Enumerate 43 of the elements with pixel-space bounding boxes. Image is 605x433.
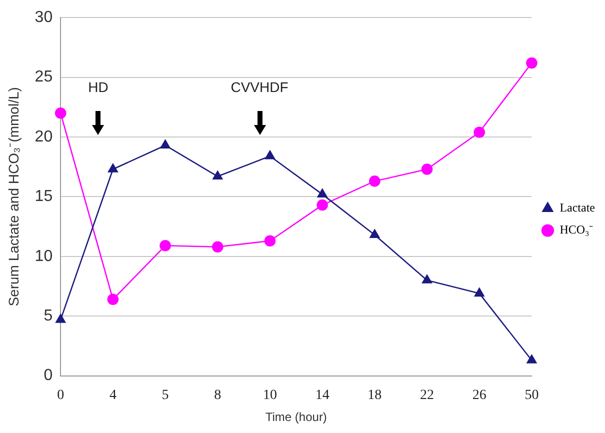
x-tick-label: 10 — [262, 388, 277, 403]
legend-label: HCO₃⁻ — [560, 222, 594, 237]
point — [422, 274, 432, 284]
point — [56, 314, 66, 323]
y-tick-label: 25 — [34, 68, 53, 86]
x-tick-label: 22 — [420, 388, 434, 403]
point — [317, 188, 328, 198]
point — [212, 170, 223, 180]
annotation: CVVHDF — [230, 79, 288, 96]
y-tick-label: 0 — [44, 367, 53, 384]
point — [421, 164, 433, 175]
x-tick-label: 8 — [214, 388, 222, 403]
y-tick-label: 5 — [44, 308, 53, 325]
point — [212, 241, 224, 252]
point — [264, 235, 276, 247]
point — [160, 140, 170, 149]
y-tick-label: 20 — [34, 128, 53, 146]
y-tick-label: 15 — [34, 188, 53, 206]
x-tick-label: 50 — [524, 388, 539, 403]
annotation: HD — [88, 79, 108, 96]
point — [526, 354, 537, 364]
x-tick-label: 5 — [162, 388, 169, 403]
point — [160, 240, 171, 252]
point — [474, 126, 486, 138]
point — [474, 288, 484, 297]
x-axis-title: Time (hour) — [265, 410, 327, 424]
point — [370, 229, 380, 238]
point — [54, 107, 66, 119]
x-tick-label: 26 — [472, 388, 486, 403]
point — [369, 176, 380, 187]
x-tick-label: 4 — [109, 388, 116, 403]
point — [264, 150, 275, 160]
y-tick-label: 30 — [34, 9, 53, 26]
y-tick-label: 10 — [34, 248, 53, 265]
point — [526, 57, 538, 69]
point — [107, 294, 119, 306]
point — [108, 164, 118, 172]
point — [316, 199, 328, 211]
x-tick-label: 0 — [57, 388, 64, 403]
x-tick-label: 14 — [315, 388, 330, 403]
x-tick-label: 18 — [368, 388, 382, 403]
y-axis-title: Serum Lactate and HCO₃⁻(mmol/L) — [5, 87, 22, 306]
legend-label: Lactate — [560, 200, 596, 215]
